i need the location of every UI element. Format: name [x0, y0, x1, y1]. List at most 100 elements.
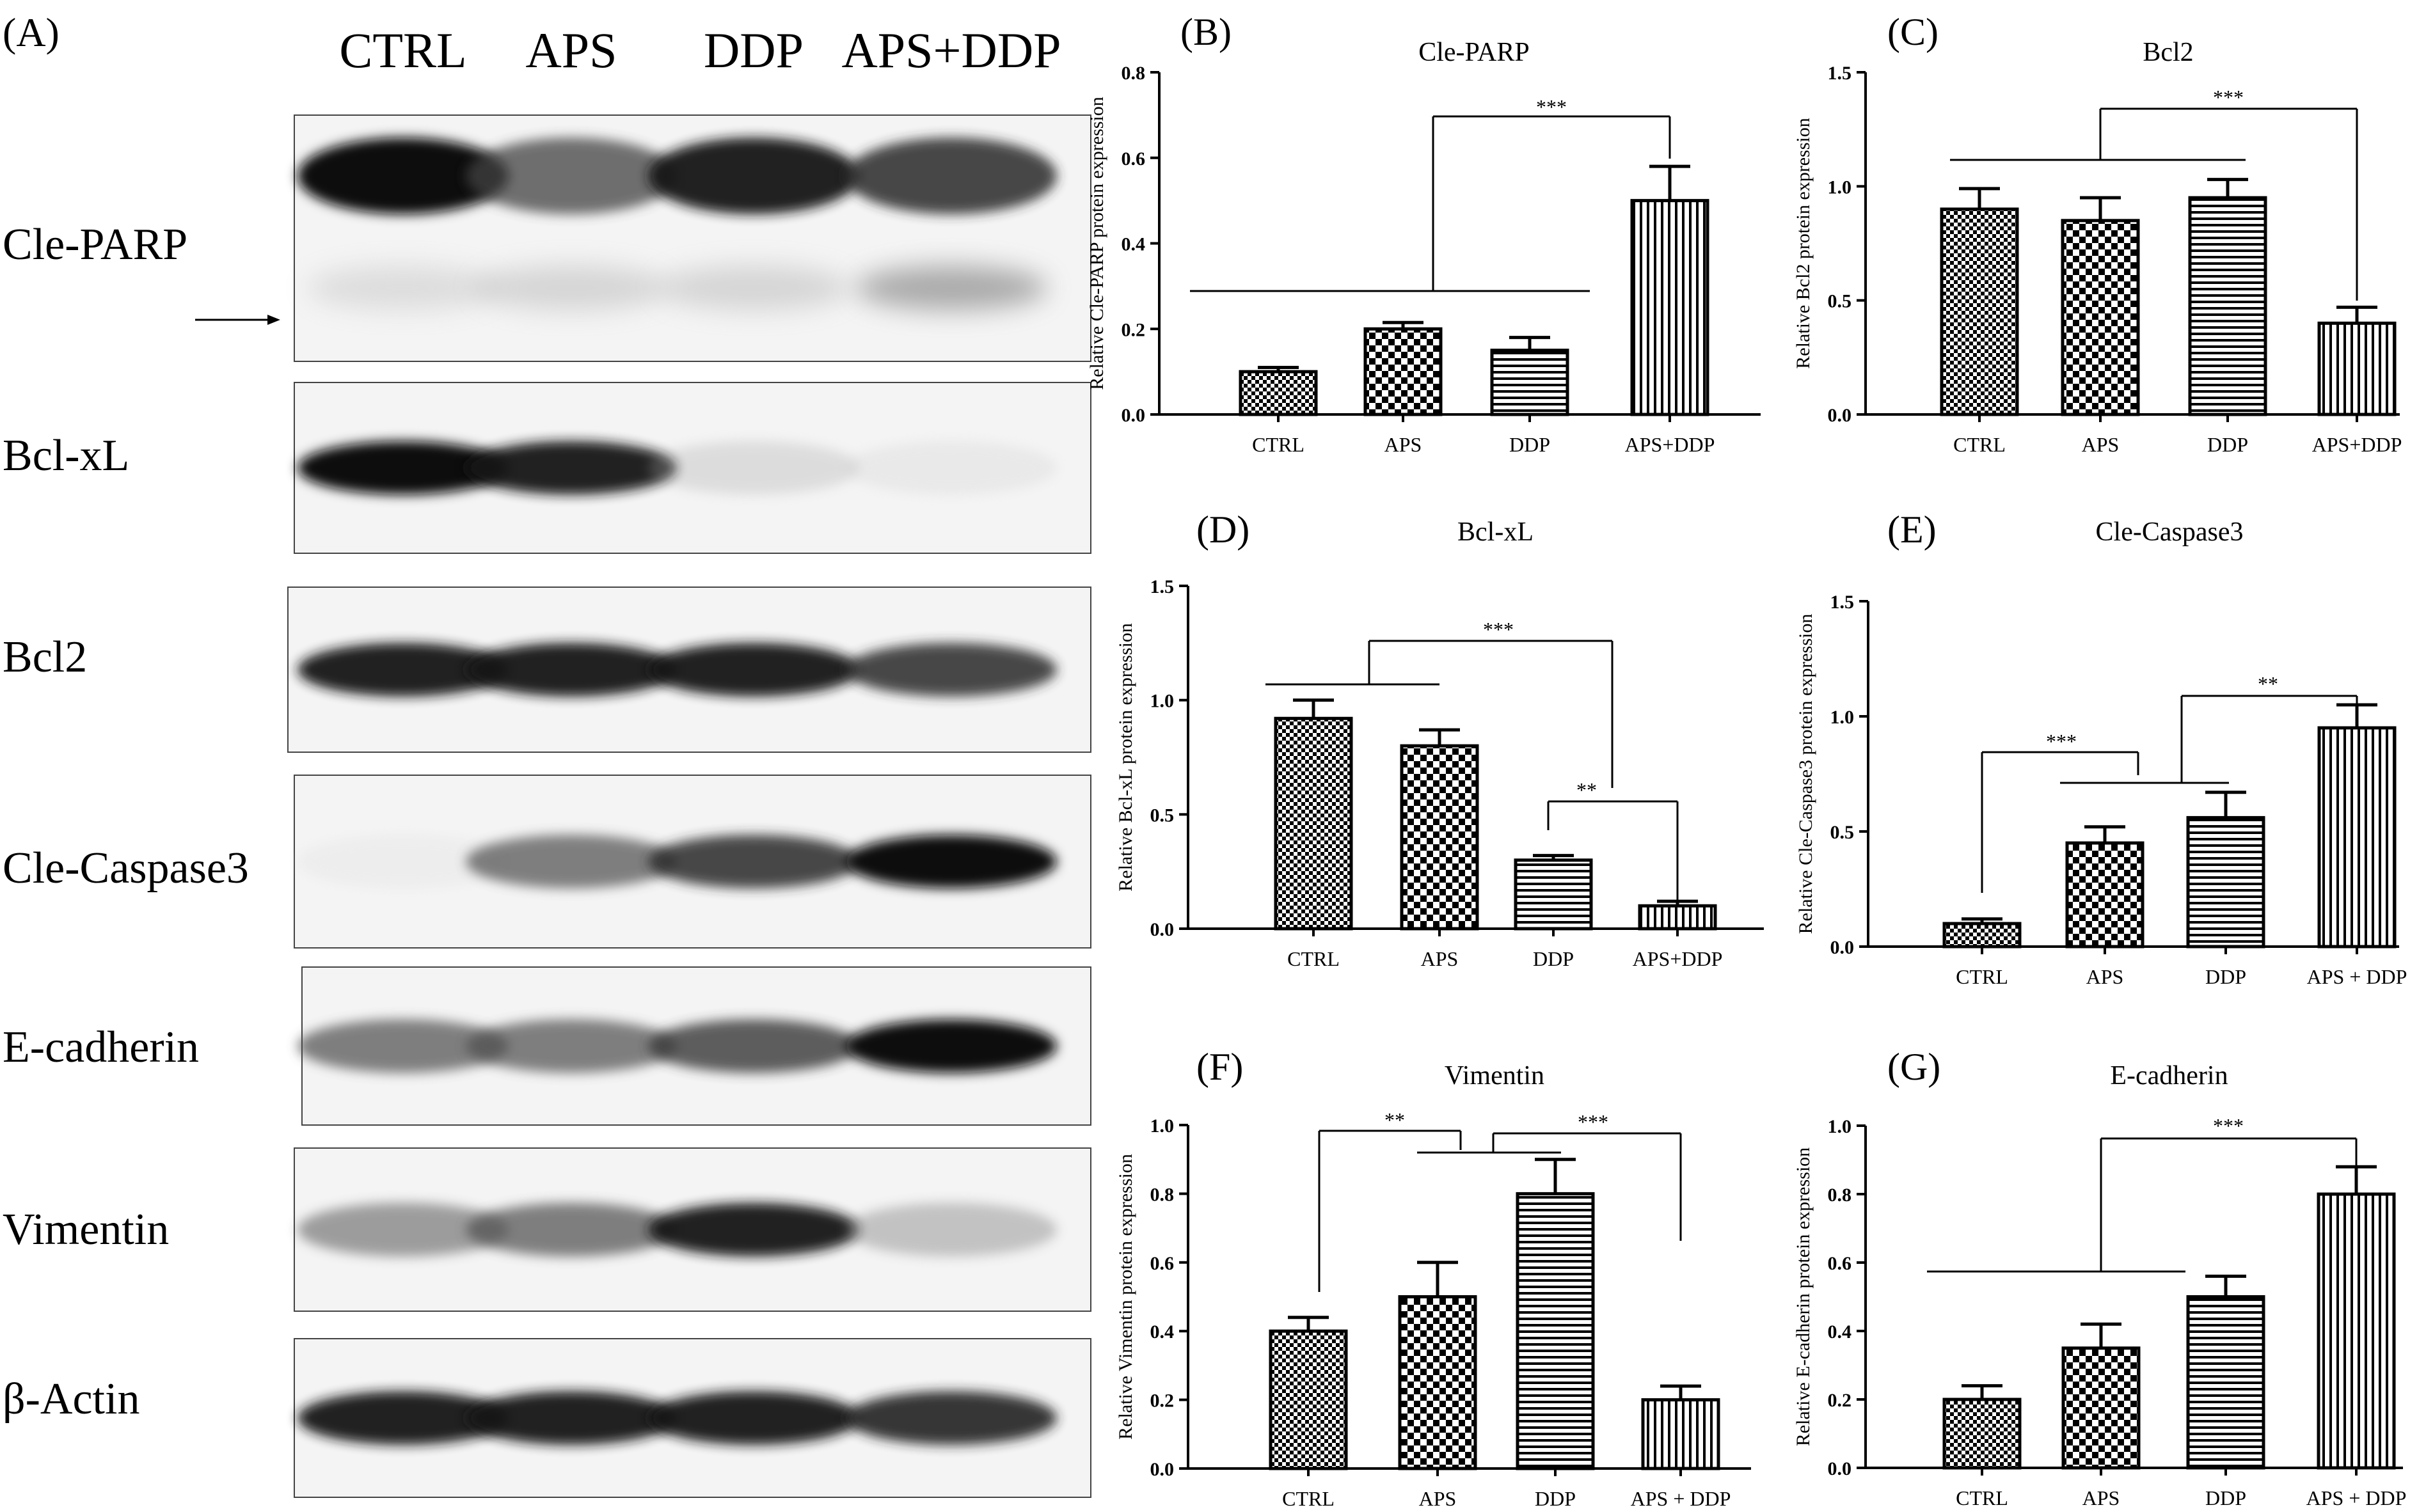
bar — [2188, 196, 2267, 416]
blot-band — [648, 138, 859, 214]
panel-a-label: (A) — [3, 10, 59, 55]
y-tick-label: 1.0 — [1828, 1116, 1852, 1137]
blot-band-secondary — [658, 265, 850, 310]
blot-band — [846, 835, 1057, 888]
blot-band — [297, 835, 509, 888]
significance-stars: *** — [1578, 1110, 1608, 1133]
y-tick-label: 0.0 — [1830, 937, 1855, 958]
blot-band — [648, 1202, 859, 1257]
bar — [2061, 1346, 2141, 1470]
y-tick-label: 1.0 — [1150, 1115, 1175, 1137]
chart-title: Vimentin — [1445, 1061, 1544, 1091]
western-blot-panel: (A) CTRL APS DDP APS+DDP Cle-PARP Bcl-xL B… — [3, 10, 1091, 1498]
chart-panel: (B) Cle-PARP 0.0 0.2 0.4 0.6 0.8 Relative Cle-P… — [1086, 11, 1761, 456]
y-tick-label: 0.4 — [1122, 234, 1146, 255]
y-tick-label: 0.0 — [1150, 919, 1175, 940]
x-tick-label: CTRL — [1252, 433, 1304, 456]
x-tick-label: APS + DDP — [2306, 1486, 2407, 1509]
bar-charts: (B) Cle-PARP 0.0 0.2 0.4 0.6 0.8 Relative Cle-P… — [1086, 11, 2407, 1510]
chart-panel: (G) E-cadherin 0.0 0.2 0.4 0.6 0.8 1.0 Relative … — [1793, 1046, 2406, 1509]
bar — [1363, 327, 1443, 416]
x-tick-label: APS — [2082, 433, 2120, 456]
bar — [2317, 726, 2397, 949]
chart-panel-label: (D) — [1196, 508, 1249, 551]
blot-band — [846, 1019, 1057, 1073]
blot-band — [466, 441, 677, 495]
blot-band-secondary — [307, 265, 499, 310]
blot-band — [466, 138, 677, 214]
y-tick-label: 1.5 — [1830, 592, 1855, 613]
blot-row: E-cadherin — [3, 966, 1091, 1126]
x-tick-label: DDP — [1533, 947, 1574, 970]
bar — [2317, 321, 2397, 416]
x-tick-label: APS + DDP — [1631, 1487, 1731, 1510]
chart-panel-label: (C) — [1887, 11, 1938, 53]
y-tick-label: 0.8 — [1122, 63, 1146, 84]
significance-bracket: *** — [1950, 86, 2358, 301]
bar — [2317, 1192, 2396, 1470]
y-axis-label: Relative Cle-Caspase3 protein expression — [1795, 614, 1816, 934]
significance-stars: *** — [2213, 1114, 2244, 1137]
y-tick-label: 1.5 — [1150, 576, 1175, 597]
x-tick-label: CTRL — [1287, 947, 1340, 970]
bar — [1400, 744, 1479, 931]
x-tick-label: CTRL — [1956, 1486, 2008, 1509]
x-tick-label: APS+DDP — [2312, 433, 2402, 456]
blot-band — [648, 441, 859, 495]
bar — [1641, 1398, 1720, 1470]
bar — [2061, 219, 2140, 416]
y-tick-label: 1.0 — [1830, 707, 1855, 728]
blot-band — [846, 441, 1057, 495]
blot-band — [648, 1391, 859, 1445]
x-tick-label: APS — [2082, 1486, 2120, 1509]
y-tick-label: 0.6 — [1150, 1253, 1175, 1274]
blot-rows: Cle-PARP Bcl-xL Bcl2 Cle-Caspase3 E-cadherin… — [3, 114, 1091, 1498]
y-axis-label: Relative Bcl2 protein expression — [1793, 118, 1814, 368]
blot-row-label: Bcl2 — [3, 633, 87, 682]
y-tick-label: 1.0 — [1150, 691, 1175, 712]
y-tick-label: 0.0 — [1150, 1459, 1175, 1480]
blot-band — [466, 1391, 677, 1445]
lane-header-aps-ddp: APS+DDP — [841, 22, 1061, 78]
blot-band — [297, 643, 509, 697]
bar — [1942, 922, 2022, 949]
blot-band — [846, 138, 1057, 214]
blot-row: Cle-Caspase3 — [3, 775, 1091, 949]
significance-stars: *** — [1483, 618, 1514, 641]
y-tick-label: 0.0 — [1828, 1458, 1852, 1479]
y-tick-label: 0.5 — [1828, 291, 1852, 312]
bar — [1239, 370, 1318, 416]
blot-row-label: Cle-Caspase3 — [3, 844, 249, 893]
y-tick-label: 0.2 — [1150, 1390, 1175, 1412]
y-tick-label: 0.4 — [1828, 1321, 1852, 1343]
chart-panel: (E) Cle-Caspase3 0.0 0.5 1.0 1.5 Relative Cle-… — [1795, 508, 2407, 988]
y-tick-label: 0.0 — [1828, 405, 1852, 426]
blot-row: Vimentin — [3, 1147, 1091, 1312]
blot-band-secondary — [855, 265, 1047, 310]
blot-band — [466, 1202, 677, 1257]
significance-stars: ** — [1384, 1108, 1405, 1131]
blot-band — [466, 643, 677, 697]
bar — [1274, 716, 1353, 931]
blot-band — [297, 441, 509, 495]
bar — [1514, 858, 1593, 931]
x-tick-label: DDP — [1509, 433, 1550, 456]
blot-band — [648, 643, 859, 697]
bar — [1516, 1192, 1595, 1470]
y-tick-label: 0.4 — [1150, 1321, 1175, 1343]
x-tick-label: DDP — [1535, 1487, 1576, 1510]
band-arrow-head — [267, 315, 280, 325]
x-tick-label: APS+DDP — [1625, 433, 1715, 456]
x-tick-label: DDP — [2205, 1486, 2246, 1509]
y-tick-label: 0.5 — [1830, 822, 1855, 843]
significance-bracket: *** — [1927, 1114, 2358, 1273]
chart-title: Cle-Caspase3 — [2096, 517, 2244, 547]
chart-panel: (D) Bcl-xL 0.0 0.5 1.0 1.5 Relative Bcl-xL pro… — [1115, 508, 1764, 970]
blot-band — [466, 1019, 677, 1073]
y-axis-label: Relative Cle-PARP protein expression — [1086, 97, 1107, 390]
blot-row: Bcl2 — [3, 587, 1091, 753]
blot-band — [846, 1202, 1057, 1257]
blot-row-label: Vimentin — [3, 1205, 169, 1254]
bar — [1490, 349, 1569, 416]
